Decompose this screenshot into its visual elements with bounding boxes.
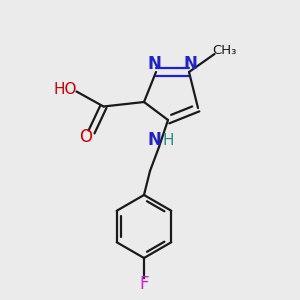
Text: N: N	[148, 131, 161, 149]
Text: F: F	[139, 275, 149, 293]
Text: N: N	[184, 55, 197, 73]
Text: H: H	[162, 133, 174, 148]
Text: HO: HO	[53, 82, 77, 98]
Text: O: O	[80, 128, 93, 146]
Text: CH₃: CH₃	[212, 44, 236, 58]
Text: N: N	[148, 55, 161, 73]
